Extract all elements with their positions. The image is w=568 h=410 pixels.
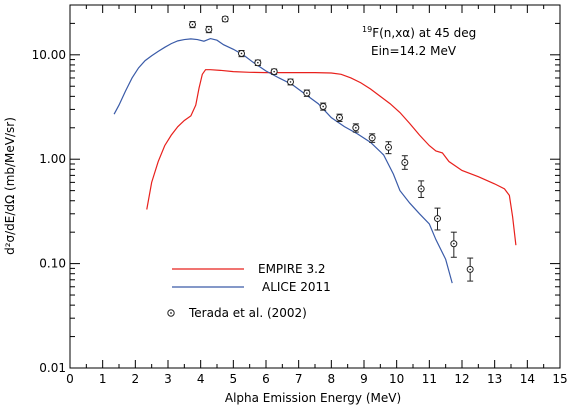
point-marker-dot xyxy=(469,268,471,271)
y-tick-label: 1.00 xyxy=(39,152,66,166)
series-layer xyxy=(113,15,517,284)
x-tick-label: 13 xyxy=(487,372,502,386)
data-point-terada xyxy=(336,113,343,122)
x-tick-label: 9 xyxy=(360,372,368,386)
point-marker-dot xyxy=(240,52,243,55)
point-marker-dot xyxy=(371,137,373,139)
data-point-terada xyxy=(434,207,441,231)
x-tick-label: 5 xyxy=(230,372,238,386)
point-marker-dot xyxy=(224,18,226,20)
data-point-terada xyxy=(254,59,262,67)
x-axis-label: Alpha Emission Energy (MeV) xyxy=(225,391,401,405)
x-tick-label: 7 xyxy=(295,372,303,386)
point-marker-dot xyxy=(289,81,292,83)
data-point-terada xyxy=(352,123,360,133)
x-tick-label: 0 xyxy=(66,372,74,386)
point-marker-dot xyxy=(338,116,341,119)
data-point-terada xyxy=(189,21,196,29)
x-tick-label: 11 xyxy=(422,372,437,386)
point-marker-dot xyxy=(257,61,259,64)
x-tick-label: 8 xyxy=(328,372,336,386)
annotation-reaction-rest: F(n,xα) at 45 deg xyxy=(372,26,476,40)
data-point-terada xyxy=(270,68,278,76)
x-tick-label: 1 xyxy=(99,372,107,386)
legend-marker-terada-dot xyxy=(170,312,172,314)
point-marker-dot xyxy=(191,23,194,26)
data-point-terada xyxy=(287,78,294,86)
y-axis-label: d²σ/dE/dΩ (mb/MeV/sr) xyxy=(3,117,17,255)
data-point-terada xyxy=(319,102,327,111)
x-tick-label: 3 xyxy=(164,372,172,386)
data-point-terada xyxy=(385,141,392,155)
point-marker-dot xyxy=(436,217,439,220)
point-marker-dot xyxy=(404,161,406,164)
point-marker-dot xyxy=(322,105,324,108)
x-tick-label: 15 xyxy=(552,372,567,386)
x-tick-label: 4 xyxy=(197,372,205,386)
legend-label-terada: Terada et al. (2002) xyxy=(188,306,307,320)
data-point-terada xyxy=(466,257,474,282)
annotation-energy: Ein=14.2 MeV xyxy=(371,44,457,58)
data-point-terada xyxy=(205,25,213,34)
data-point-terada xyxy=(450,231,458,258)
point-marker-dot xyxy=(273,70,275,73)
data-point-terada xyxy=(238,49,245,58)
y-tick-label: 10.00 xyxy=(32,48,66,62)
point-marker-dot xyxy=(355,126,357,129)
x-tick-label: 6 xyxy=(262,372,270,386)
point-marker-dot xyxy=(387,146,390,149)
annotation-reaction-mass: 19 xyxy=(362,25,372,34)
annotation-reaction: 19F(n,xα) at 45 deg xyxy=(362,25,476,40)
legend-label-alice: ALICE 2011 xyxy=(262,280,331,294)
point-marker-dot xyxy=(420,188,422,190)
legend: EMPIRE 3.2 ALICE 2011 Terada et al. (200… xyxy=(167,262,331,320)
plot-frame xyxy=(69,4,561,369)
point-marker-dot xyxy=(306,92,308,94)
data-point-terada xyxy=(368,133,376,143)
point-marker-dot xyxy=(208,28,210,31)
data-point-terada xyxy=(303,89,311,97)
legend-marker-terada xyxy=(167,309,175,317)
x-tick-label: 2 xyxy=(132,372,140,386)
series-line-alice xyxy=(113,37,453,284)
data-point-terada xyxy=(417,180,425,198)
x-tick-label: 12 xyxy=(454,372,469,386)
y-tick-label: 0.10 xyxy=(39,257,66,271)
series-line-empire xyxy=(146,69,517,246)
point-marker-dot xyxy=(453,242,455,245)
x-tick-label: 10 xyxy=(389,372,404,386)
legend-label-empire: EMPIRE 3.2 xyxy=(258,262,326,276)
data-point-terada xyxy=(221,15,229,23)
y-tick-label: 0.01 xyxy=(39,361,66,375)
data-point-terada xyxy=(401,155,409,170)
x-tick-label: 14 xyxy=(520,372,535,386)
